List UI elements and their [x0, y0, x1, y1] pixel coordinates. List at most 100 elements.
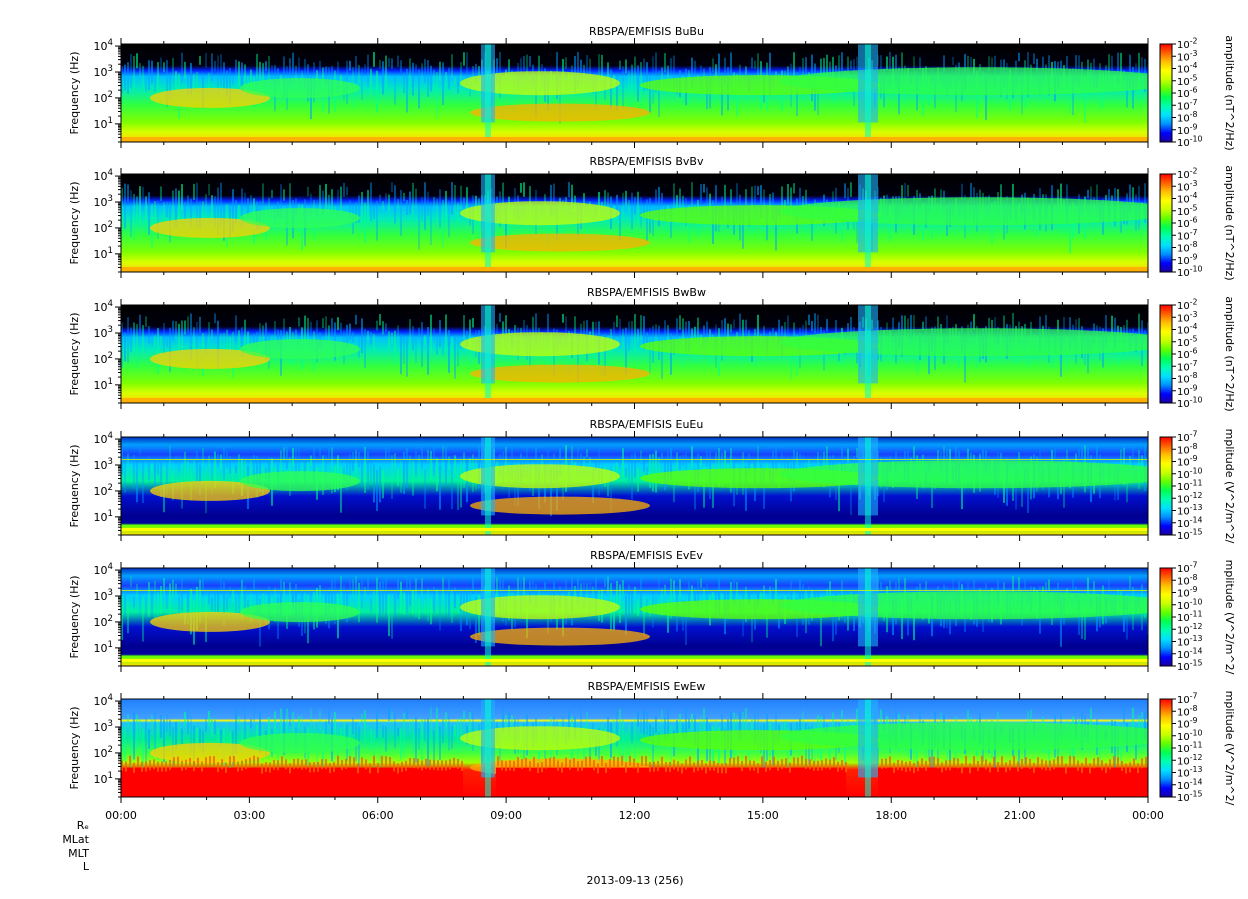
streak — [448, 578, 450, 618]
streak — [223, 582, 225, 625]
streak — [769, 52, 771, 95]
streak — [220, 454, 222, 470]
streak — [328, 194, 330, 215]
streak — [331, 189, 333, 213]
streak — [166, 201, 168, 218]
streak — [910, 314, 912, 339]
streak — [166, 457, 168, 495]
streak — [262, 63, 264, 92]
streak — [580, 583, 582, 596]
streak — [202, 730, 204, 754]
spike — [325, 759, 327, 770]
streak — [319, 60, 321, 80]
colorbar-tick-label: 10-12 — [1177, 622, 1203, 637]
streak — [664, 716, 666, 739]
streak — [247, 600, 249, 612]
streak — [214, 451, 216, 488]
low-frequency-band — [496, 767, 846, 797]
streak — [367, 190, 369, 229]
streak — [907, 185, 909, 197]
streak — [331, 579, 333, 607]
streak — [163, 62, 165, 73]
emission-blob — [470, 233, 650, 252]
spike — [941, 762, 943, 773]
streak — [1003, 582, 1005, 598]
streak — [157, 722, 159, 760]
streak — [169, 72, 171, 99]
streak — [625, 731, 627, 778]
streak — [802, 325, 804, 342]
spike — [1061, 756, 1063, 767]
streak — [196, 450, 198, 488]
spike — [973, 756, 975, 767]
colorbar-tick-label: 10-8 — [1177, 442, 1198, 457]
streak — [319, 185, 321, 216]
streak — [643, 459, 645, 472]
streak — [616, 580, 618, 606]
spike — [349, 756, 351, 767]
streak — [472, 318, 474, 328]
streak — [412, 589, 414, 615]
streak — [406, 337, 408, 377]
streak — [403, 592, 405, 615]
streak — [478, 66, 480, 76]
streak — [442, 331, 444, 356]
streak — [166, 586, 168, 609]
streak — [631, 721, 633, 743]
streak — [235, 315, 237, 342]
streak — [721, 714, 723, 733]
streak — [616, 315, 618, 328]
streak — [196, 586, 198, 631]
colorbar-tick-label: 10-13 — [1177, 634, 1203, 649]
streak — [400, 461, 402, 493]
streak — [235, 464, 237, 474]
streak — [1126, 75, 1128, 108]
streak — [331, 318, 333, 337]
streak — [796, 451, 798, 464]
spike — [329, 763, 331, 774]
streak — [280, 450, 282, 479]
streak — [856, 447, 858, 459]
streak — [466, 461, 468, 503]
streak — [430, 450, 432, 481]
streak — [541, 454, 543, 473]
colorbar-tick-label: 10-4 — [1177, 322, 1198, 337]
streak — [1012, 313, 1014, 336]
streak — [295, 584, 297, 618]
streak — [247, 331, 249, 353]
streak — [745, 707, 747, 750]
spike — [901, 760, 903, 771]
spike — [1113, 756, 1115, 767]
streak — [211, 195, 213, 218]
streak — [1087, 577, 1089, 598]
spike — [773, 756, 775, 767]
spike — [205, 757, 207, 768]
streak — [235, 200, 237, 224]
spike — [541, 762, 543, 773]
streak — [457, 336, 459, 367]
streak — [943, 190, 945, 203]
spike — [613, 756, 615, 767]
streak — [166, 60, 168, 107]
streak — [418, 69, 420, 109]
streak — [364, 202, 366, 243]
spike — [1093, 758, 1095, 769]
spectrogram-panel-3: RBSPA/EMFISIS BwBw 101 102 103 104 Frequency … — [68, 286, 1236, 412]
spike — [249, 757, 251, 768]
streak — [187, 195, 189, 205]
spike — [985, 759, 987, 770]
streak — [700, 716, 702, 732]
streak — [808, 314, 810, 326]
streak — [388, 707, 390, 721]
spike — [681, 763, 683, 774]
streak — [145, 466, 147, 485]
streak — [430, 201, 432, 246]
spike — [893, 762, 895, 773]
spike — [269, 762, 271, 773]
streak — [235, 59, 237, 76]
streak — [238, 205, 240, 220]
emission-blob — [780, 67, 1148, 96]
streak — [346, 458, 348, 491]
emission-blob — [150, 217, 270, 238]
streak — [757, 53, 759, 97]
